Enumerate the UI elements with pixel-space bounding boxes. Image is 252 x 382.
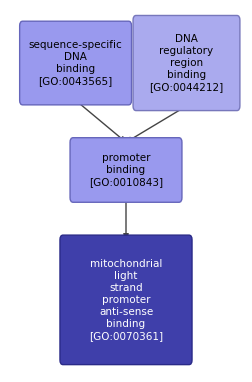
FancyBboxPatch shape	[20, 21, 132, 105]
FancyBboxPatch shape	[60, 235, 192, 364]
Text: mitochondrial
light
strand
promoter
anti-sense
binding
[GO:0070361]: mitochondrial light strand promoter anti…	[89, 259, 163, 341]
Text: DNA
regulatory
region
binding
[GO:0044212]: DNA regulatory region binding [GO:004421…	[149, 34, 224, 92]
FancyBboxPatch shape	[70, 138, 182, 202]
Text: sequence-specific
DNA
binding
[GO:0043565]: sequence-specific DNA binding [GO:004356…	[29, 40, 122, 86]
FancyBboxPatch shape	[133, 16, 240, 111]
Text: promoter
binding
[GO:0010843]: promoter binding [GO:0010843]	[89, 153, 163, 187]
